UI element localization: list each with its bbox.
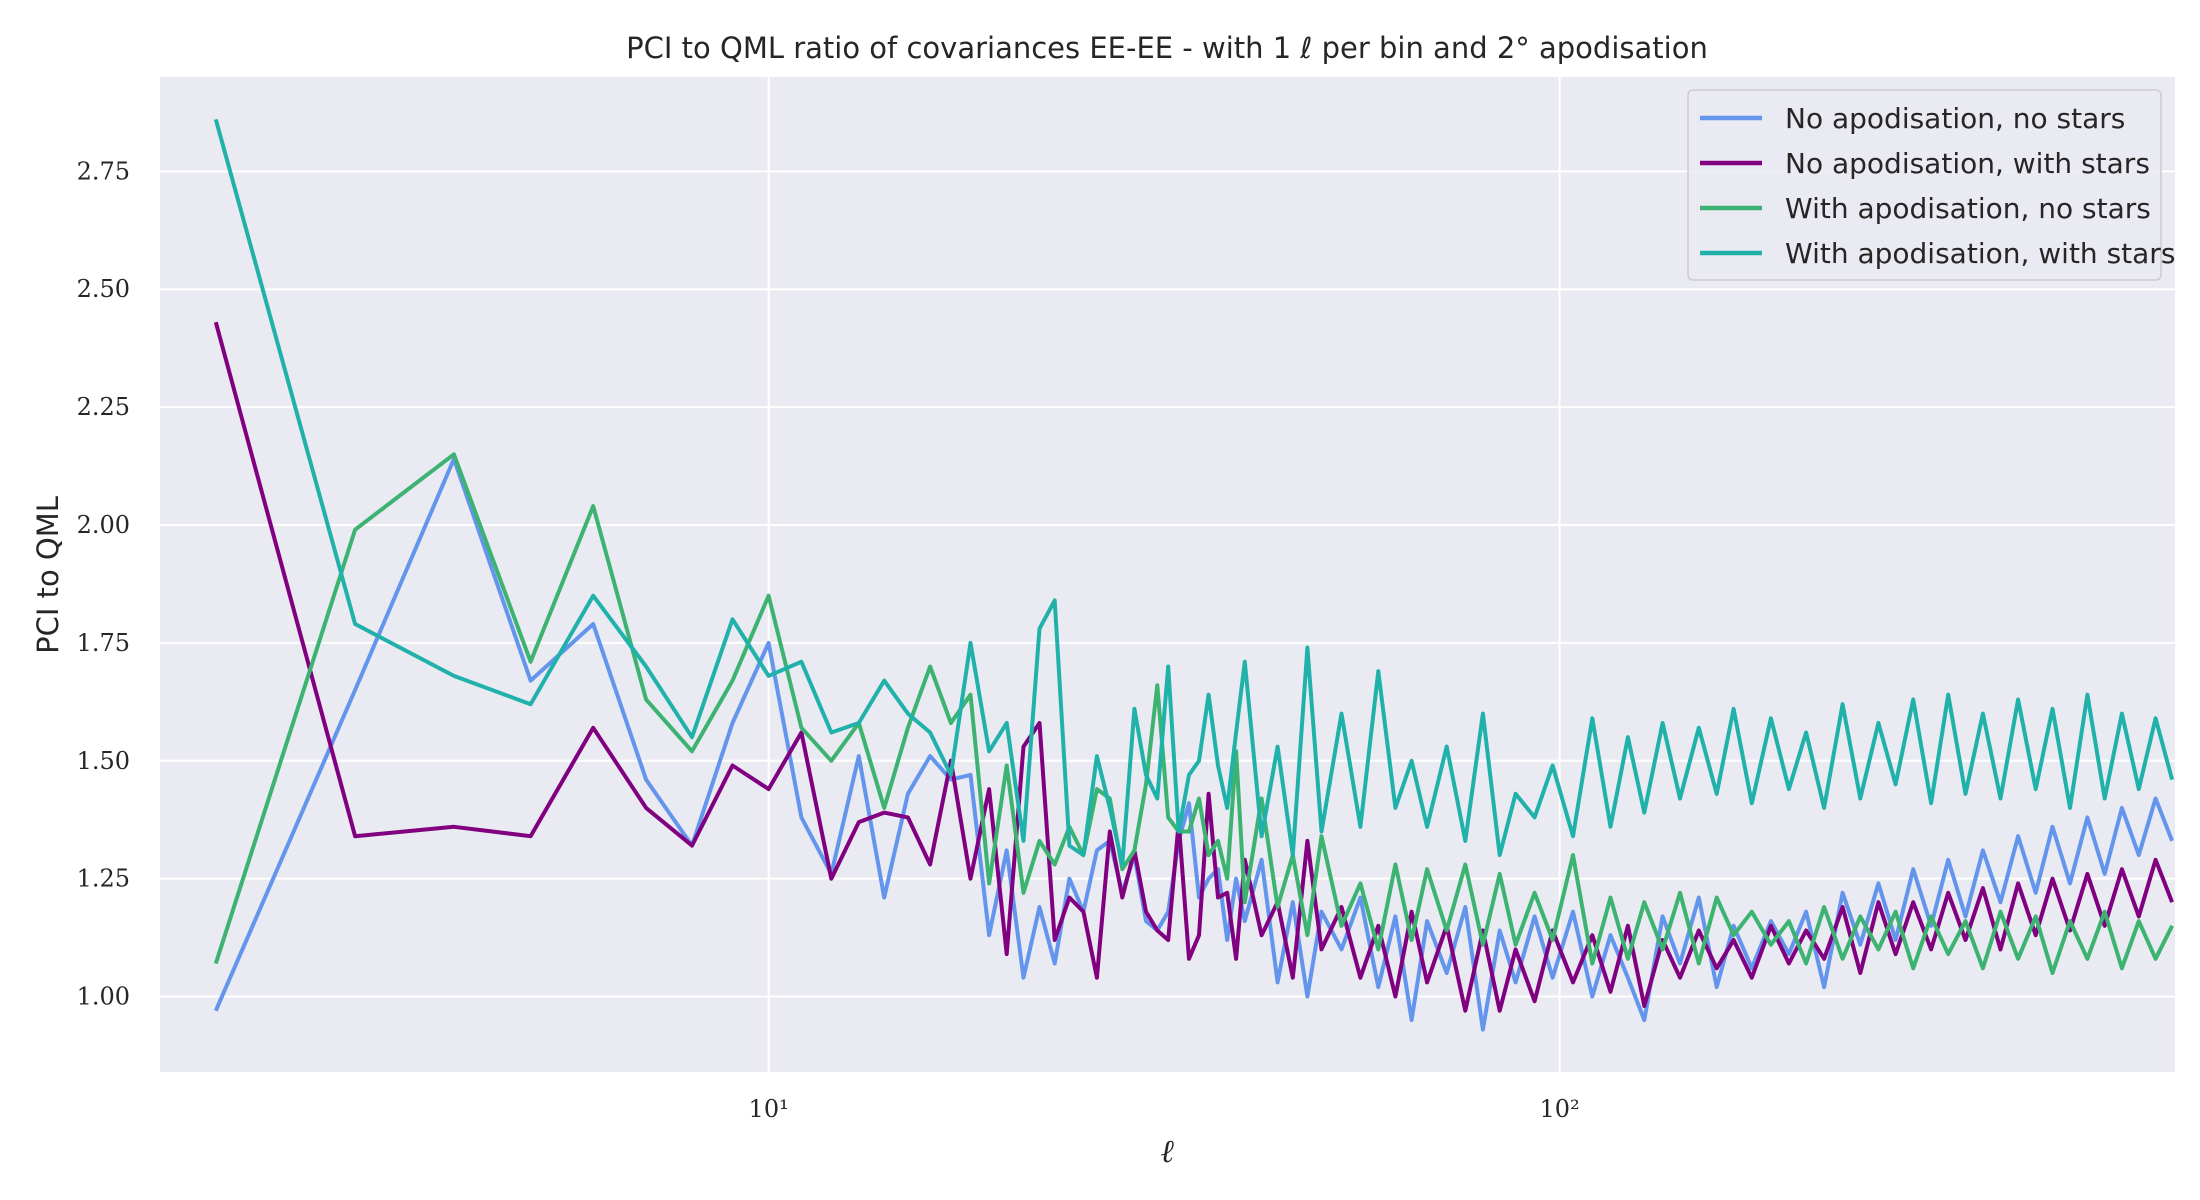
legend-items: No apodisation, no stars No apodisation, … — [1700, 102, 2175, 270]
y-tick-label: 2.50 — [77, 275, 130, 303]
series-line — [213, 321, 2174, 1013]
y-tick-labels: 1.00 1.25 1.50 1.75 2.00 2.25 2.50 2.75 — [77, 157, 130, 1010]
legend-label: No apodisation, with stars — [1785, 147, 2150, 180]
y-tick-label: 2.75 — [77, 157, 130, 185]
y-tick-label: 1.50 — [77, 747, 130, 775]
x-tick-label: 10¹ — [749, 1095, 789, 1123]
legend: No apodisation, no stars No apodisation, … — [1687, 89, 2175, 281]
chart-title: PCI to QML ratio of covariances EE-EE - … — [626, 31, 1708, 65]
x-axis-label: ℓ — [1160, 1132, 1174, 1170]
legend-label: With apodisation, with stars — [1785, 237, 2175, 270]
legend-label: With apodisation, no stars — [1785, 192, 2151, 225]
y-tick-label: 1.25 — [77, 865, 130, 893]
series-line — [213, 118, 2175, 867]
y-tick-label: 1.00 — [77, 983, 130, 1011]
legend-box — [1687, 89, 2162, 281]
x-tick-labels: 10¹ 10² — [749, 1095, 1580, 1123]
y-tick-label: 2.25 — [77, 393, 130, 421]
legend-label: No apodisation, no stars — [1785, 102, 2125, 135]
x-tick-label: 10² — [1539, 1095, 1579, 1123]
series-layer — [213, 118, 2175, 1032]
y-tick-label: 2.00 — [77, 511, 130, 539]
series-line — [213, 452, 2174, 975]
y-tick-label: 1.75 — [77, 629, 130, 657]
y-axis-label: PCI to QML — [31, 496, 65, 654]
